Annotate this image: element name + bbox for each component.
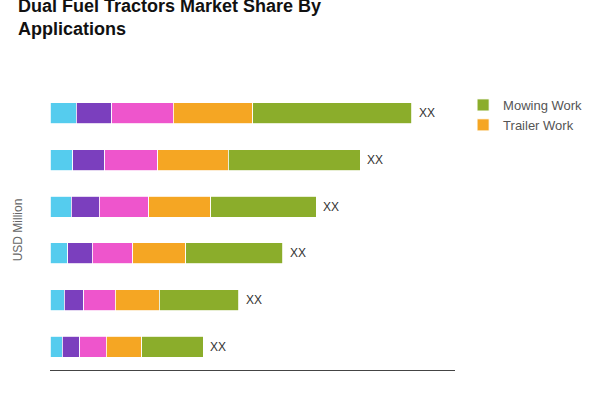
svg-text:XX: XX — [290, 246, 306, 260]
svg-text:XX: XX — [210, 340, 226, 354]
svg-text:XX: XX — [367, 153, 383, 167]
svg-text:Mowing Work: Mowing Work — [503, 98, 582, 113]
svg-text:Dual Fuel Tractors Market Shar: Dual Fuel Tractors Market Share ByApplic… — [18, 0, 321, 39]
svg-text:XX: XX — [419, 106, 435, 120]
svg-text:XX: XX — [246, 293, 262, 307]
svg-text:USD Million: USD Million — [11, 199, 25, 262]
svg-text:XX: XX — [323, 200, 339, 214]
svg-text:Trailer Work: Trailer Work — [503, 118, 574, 133]
